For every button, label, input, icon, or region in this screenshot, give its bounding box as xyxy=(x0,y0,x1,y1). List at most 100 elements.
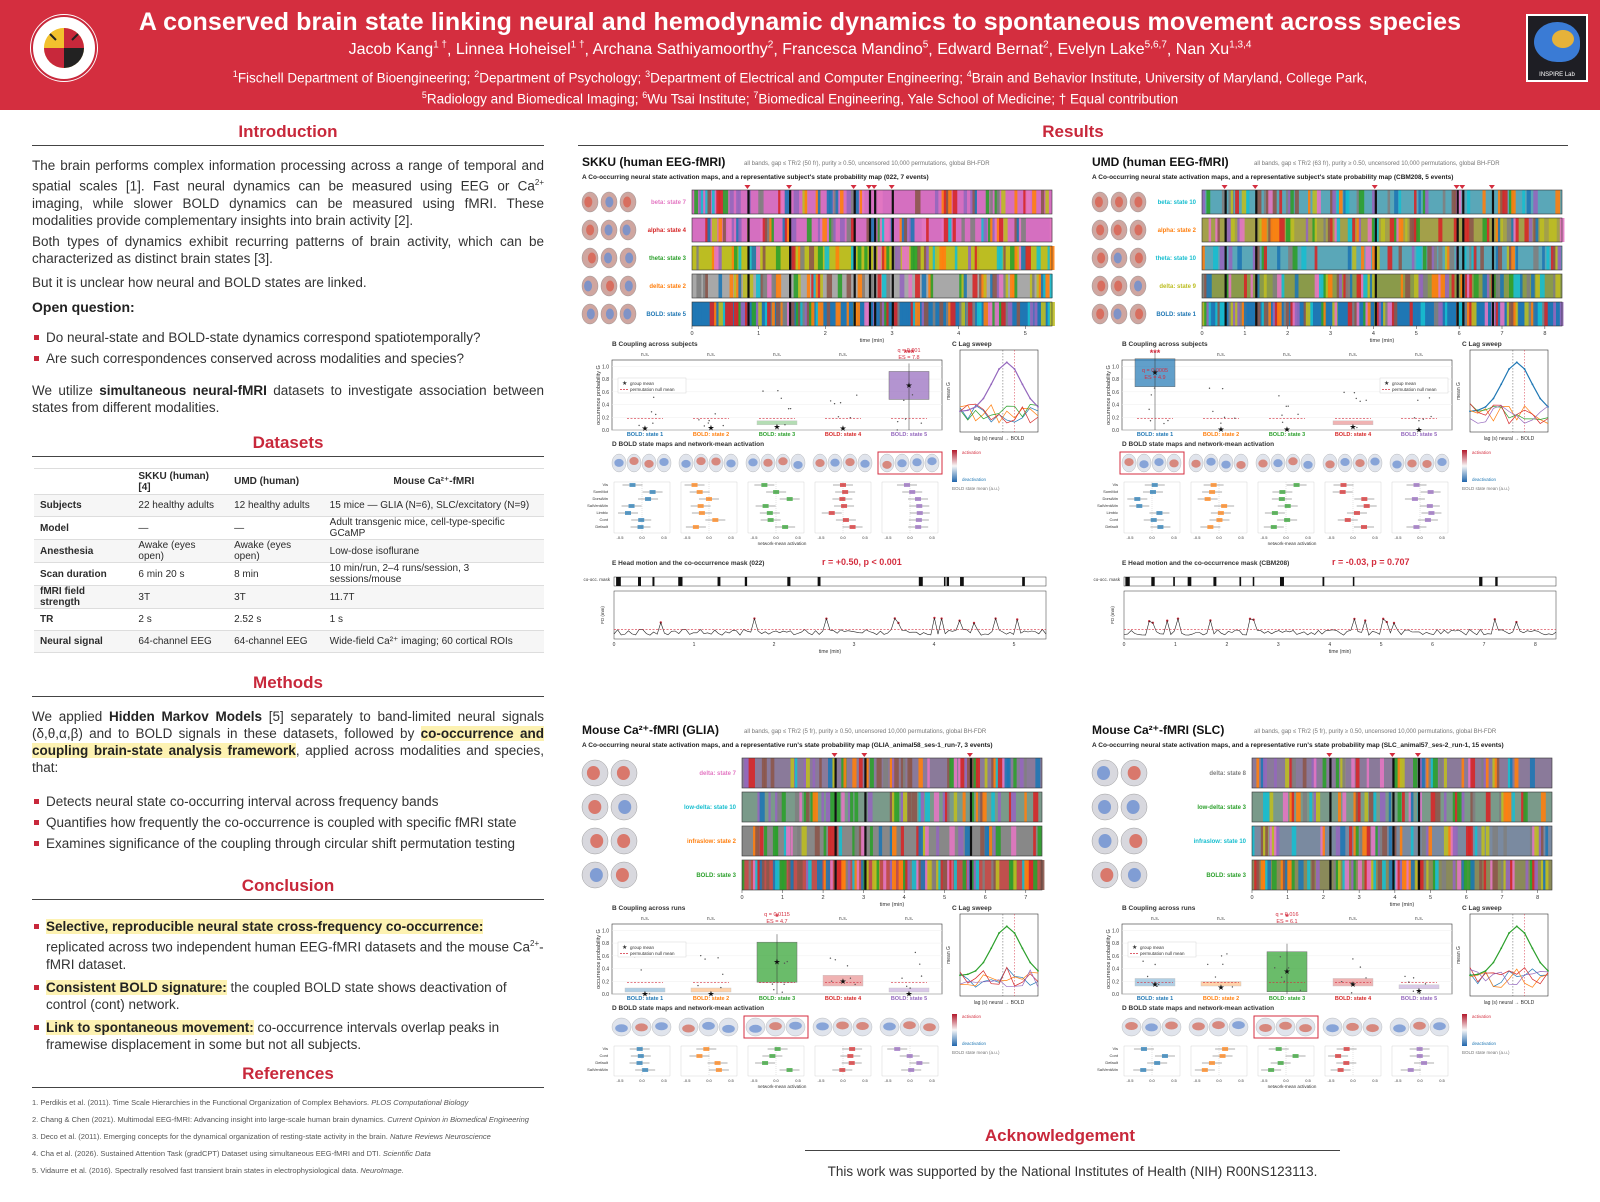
brain-map-icon xyxy=(1091,275,1109,297)
significance-stat: q = 0.0115 xyxy=(764,912,790,918)
bold-map-blob xyxy=(1437,458,1447,467)
state-raster-segment xyxy=(772,860,778,890)
co-occurrence-event-mark xyxy=(1224,190,1227,214)
bold-state-map-icon xyxy=(708,453,724,473)
state-raster-segment xyxy=(841,792,845,822)
network-box xyxy=(1278,497,1285,501)
state-raster-segment xyxy=(927,860,933,890)
network-plot-frame xyxy=(814,481,872,534)
bold-map-blob xyxy=(845,458,855,467)
legend-box xyxy=(1379,377,1449,394)
state-raster-segment xyxy=(1291,792,1295,822)
state-raster-segment xyxy=(1464,274,1469,298)
network-box xyxy=(1424,518,1431,522)
state-raster-segment xyxy=(1513,274,1519,298)
bold-map-blob xyxy=(856,1022,869,1031)
state-raster-segment xyxy=(1430,792,1436,822)
bold-state-map-icon xyxy=(678,453,694,473)
mask-event xyxy=(652,577,655,586)
legend-entry: permutation null mean xyxy=(630,951,675,956)
network-label: SalVentAttn xyxy=(1097,503,1118,508)
mask-event xyxy=(1239,577,1242,586)
state-raster-segment xyxy=(1544,302,1548,326)
state-raster-segment xyxy=(1296,792,1301,822)
axis-label: network-mean activation xyxy=(758,541,807,546)
state-raster-segment xyxy=(1531,274,1535,298)
state-raster-segment xyxy=(972,274,978,298)
state-raster-segment xyxy=(1272,190,1277,214)
state-raster-segment xyxy=(828,758,834,788)
bold-state-label: BOLD: state 5 xyxy=(1401,432,1437,438)
panel-title: UMD (human EEG-fMRI) xyxy=(1092,155,1229,169)
co-occurrence-event-mark xyxy=(1456,218,1459,242)
state-raster-segment xyxy=(969,860,974,890)
state-raster-segment xyxy=(755,826,760,856)
bold-map-blob xyxy=(1192,1022,1205,1031)
event-marker-icon xyxy=(850,185,857,189)
co-occurrence-event-mark xyxy=(789,190,792,214)
data-point xyxy=(722,424,724,427)
table-cell: Model xyxy=(34,516,133,540)
state-raster-segment xyxy=(1252,246,1257,270)
fd-trace xyxy=(1123,617,1557,636)
tick-label: 0.0 xyxy=(706,535,712,540)
axis-label: network-mean activation xyxy=(1268,541,1317,546)
state-raster-segment xyxy=(920,792,925,822)
state-raster-segment xyxy=(1496,758,1500,788)
state-raster-segment xyxy=(1454,792,1461,822)
network-plot-frame xyxy=(1190,481,1248,534)
state-raster-segment xyxy=(904,246,910,270)
state-raster-segment xyxy=(733,274,737,298)
list-item: 2. Chang & Chen (2021). Multimodal EEG-f… xyxy=(32,1115,529,1124)
state-raster-segment xyxy=(767,218,772,242)
network-box xyxy=(849,525,856,529)
state-raster-segment xyxy=(1033,860,1038,890)
state-raster-segment xyxy=(1387,246,1393,270)
group-mean-star-icon: ★ xyxy=(839,424,846,433)
tick-label: 0 xyxy=(740,895,743,901)
mask-event xyxy=(817,577,821,586)
state-raster-segment xyxy=(898,860,904,890)
state-raster-segment xyxy=(970,190,974,214)
state-raster-segment xyxy=(1215,302,1219,326)
state-raster-segment xyxy=(851,246,856,270)
state-raster-segment xyxy=(909,758,912,788)
colorbar xyxy=(952,1014,957,1046)
state-raster-segment xyxy=(933,792,940,822)
panel-a-label: A Co-occurring neural state activation m… xyxy=(1092,742,1504,749)
state-raster-segment xyxy=(1263,302,1268,326)
state-raster-segment xyxy=(755,860,759,890)
tick-label: 0.5 xyxy=(661,1078,667,1083)
state-raster-segment xyxy=(1272,274,1278,298)
state-raster-segment xyxy=(1529,826,1536,856)
data-point xyxy=(708,419,710,422)
data-point xyxy=(856,394,858,396)
table-cell: 1 s xyxy=(323,608,544,631)
tick-label: 0.5 xyxy=(1171,1078,1177,1083)
state-raster-segment xyxy=(1291,758,1296,788)
state-raster-segment xyxy=(934,190,939,214)
fd-peak-marker xyxy=(753,617,756,620)
state-raster-segment xyxy=(1503,826,1507,856)
state-raster-segment xyxy=(707,218,711,242)
network-label: Default xyxy=(595,1060,609,1065)
state-raster-segment xyxy=(1511,302,1516,326)
state-raster-segment xyxy=(1513,190,1516,214)
data-point xyxy=(1412,977,1415,979)
co-occurrence-event-mark xyxy=(868,302,872,326)
state-row-label: delta: state 2 xyxy=(649,284,686,290)
state-raster-segment xyxy=(867,792,873,822)
state-raster-segment xyxy=(1537,302,1544,326)
state-raster-segment xyxy=(758,190,762,214)
tick-label: 0.5 xyxy=(661,535,667,540)
state-raster-segment xyxy=(971,758,976,788)
state-raster-segment xyxy=(1377,860,1382,890)
coupling-box xyxy=(1332,978,1374,987)
lag-sweep-frame xyxy=(959,349,1039,433)
tick-label: 0.4 xyxy=(602,403,609,409)
state-raster-segment xyxy=(843,758,847,788)
network-label: Vis xyxy=(603,482,608,487)
lag-point xyxy=(1523,932,1526,934)
tick-label: 2 xyxy=(1322,895,1325,901)
state-raster-segment xyxy=(925,860,929,890)
